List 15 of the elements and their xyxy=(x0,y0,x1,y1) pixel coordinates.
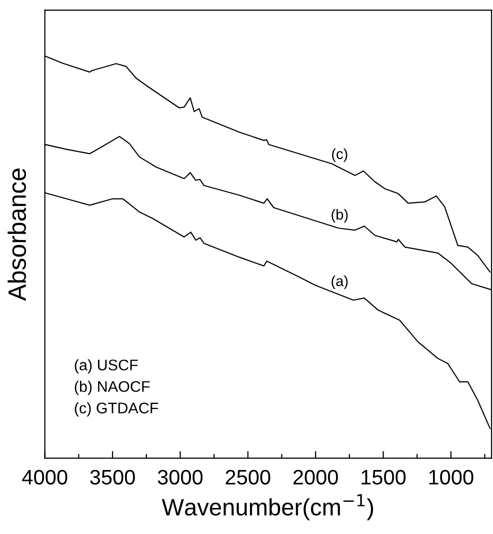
x-tick-label: 2000 xyxy=(293,470,338,485)
series-label: (a) xyxy=(332,275,348,290)
annotation: (b) NAOCF xyxy=(74,380,150,395)
y-axis-title: Absorbance xyxy=(8,168,26,301)
annotation: (a) USCF xyxy=(74,359,138,374)
x-tick-label: 2500 xyxy=(226,470,270,485)
x-tick-label: 3000 xyxy=(158,470,203,485)
x-tick-label: 1000 xyxy=(429,470,474,485)
series-label: (b) xyxy=(332,208,348,223)
x-tick-label: 3500 xyxy=(90,470,135,485)
x-tick-label: 1500 xyxy=(362,470,406,485)
annotation: (c) GTDACF xyxy=(74,402,158,416)
x-axis-title: Wavenumber(cm$^{−1}$) xyxy=(162,494,374,520)
x-tick-label: 4000 xyxy=(22,470,68,485)
series-label: (c) xyxy=(332,148,348,162)
